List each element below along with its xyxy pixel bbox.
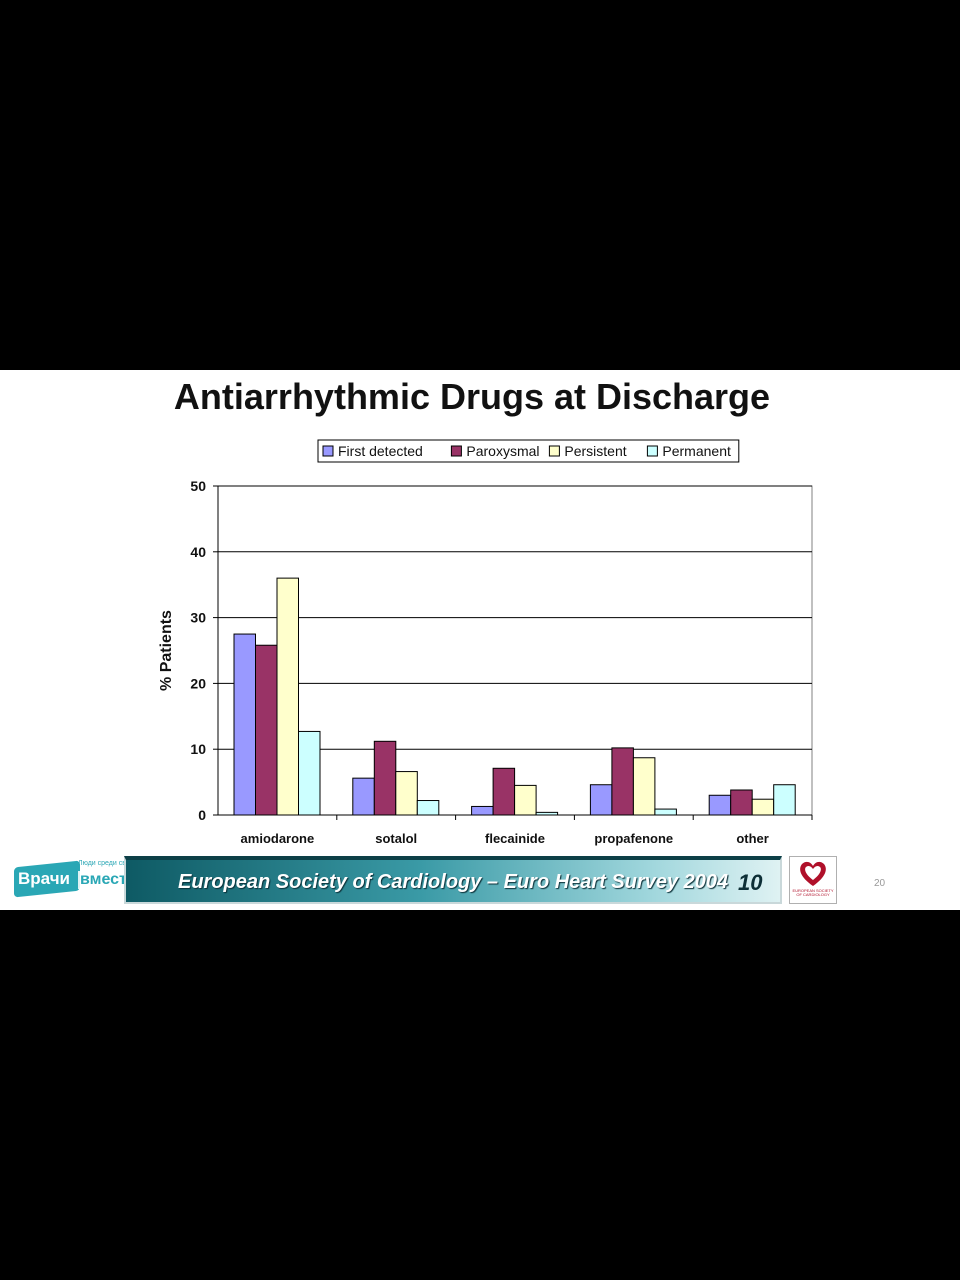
- y-tick-label: 50: [190, 478, 206, 494]
- footer-text: European Society of Cardiology – Euro He…: [178, 871, 729, 893]
- legend-swatch: [548, 445, 560, 457]
- bar-permanent: [298, 730, 321, 816]
- bar-paroxysmal: [611, 747, 634, 816]
- bar-permanent: [416, 800, 440, 816]
- x-tick-label: amiodarone: [241, 831, 315, 846]
- legend-label: First detected: [338, 443, 423, 459]
- watermark-brand-part2: вместе: [78, 871, 138, 889]
- y-tick-label: 40: [190, 544, 206, 560]
- x-tick-label: propafenone: [594, 831, 673, 846]
- footer-banner: European Society of Cardiology – Euro He…: [124, 856, 782, 904]
- bar-first-detected: [233, 633, 256, 816]
- bar-first-detected: [708, 794, 732, 816]
- esc-logo-text: EUROPEAN SOCIETY OF CARDIOLOGY: [792, 888, 834, 897]
- slide-number: 20: [874, 878, 886, 889]
- legend-swatch: [322, 445, 334, 457]
- y-axis-label: % Patients: [158, 610, 175, 691]
- bar-first-detected: [352, 777, 375, 816]
- bar-permanent: [654, 808, 677, 816]
- footer-number: 10: [738, 870, 763, 895]
- bar-permanent: [535, 811, 559, 816]
- bar-paroxysmal: [492, 767, 516, 816]
- legend-label: Persistent: [564, 443, 626, 459]
- bar-persistent: [632, 757, 656, 816]
- bar-chart: 0 10 20 30 40 50 % Patients amiodarone sotalol fl…: [158, 439, 813, 846]
- y-tick-label: 10: [190, 741, 206, 757]
- legend-label: Permanent: [662, 443, 731, 459]
- heart-icon: [800, 861, 826, 886]
- bar-persistent: [395, 771, 418, 816]
- bar-paroxysmal: [255, 644, 278, 816]
- bar-persistent: [514, 784, 537, 816]
- legend-swatch: [450, 445, 462, 457]
- watermark-logo: Врачи вместе Люди среди своих: [12, 860, 138, 900]
- chart-title: Antiarrhythmic Drugs at Discharge: [173, 376, 771, 417]
- legend-box: [317, 439, 740, 463]
- bar-persistent: [276, 577, 299, 816]
- bar-persistent: [751, 798, 775, 816]
- y-tick-label: 20: [190, 675, 206, 691]
- bar-paroxysmal: [730, 789, 753, 816]
- bar-first-detected: [589, 784, 613, 816]
- x-tick-label: flecainide: [485, 831, 545, 846]
- y-tick-label: 0: [198, 807, 206, 823]
- watermark-brand-part1: Врачи: [18, 869, 71, 888]
- bar-first-detected: [471, 805, 494, 816]
- slide: Antiarrhythmic Drugs at Discharge 0 10 20 3…: [0, 370, 960, 910]
- bar-permanent: [773, 784, 796, 816]
- legend-label: Paroxysmal: [466, 443, 539, 459]
- y-tick-label: 30: [190, 610, 206, 626]
- watermark-tagline: Люди среди своих: [78, 860, 138, 867]
- legend-swatch: [646, 445, 658, 457]
- x-tick-label: sotalol: [375, 831, 417, 846]
- bar-paroxysmal: [373, 740, 397, 816]
- x-tick-label: other: [736, 831, 769, 846]
- esc-logo: EUROPEAN SOCIETY OF CARDIOLOGY: [789, 856, 837, 904]
